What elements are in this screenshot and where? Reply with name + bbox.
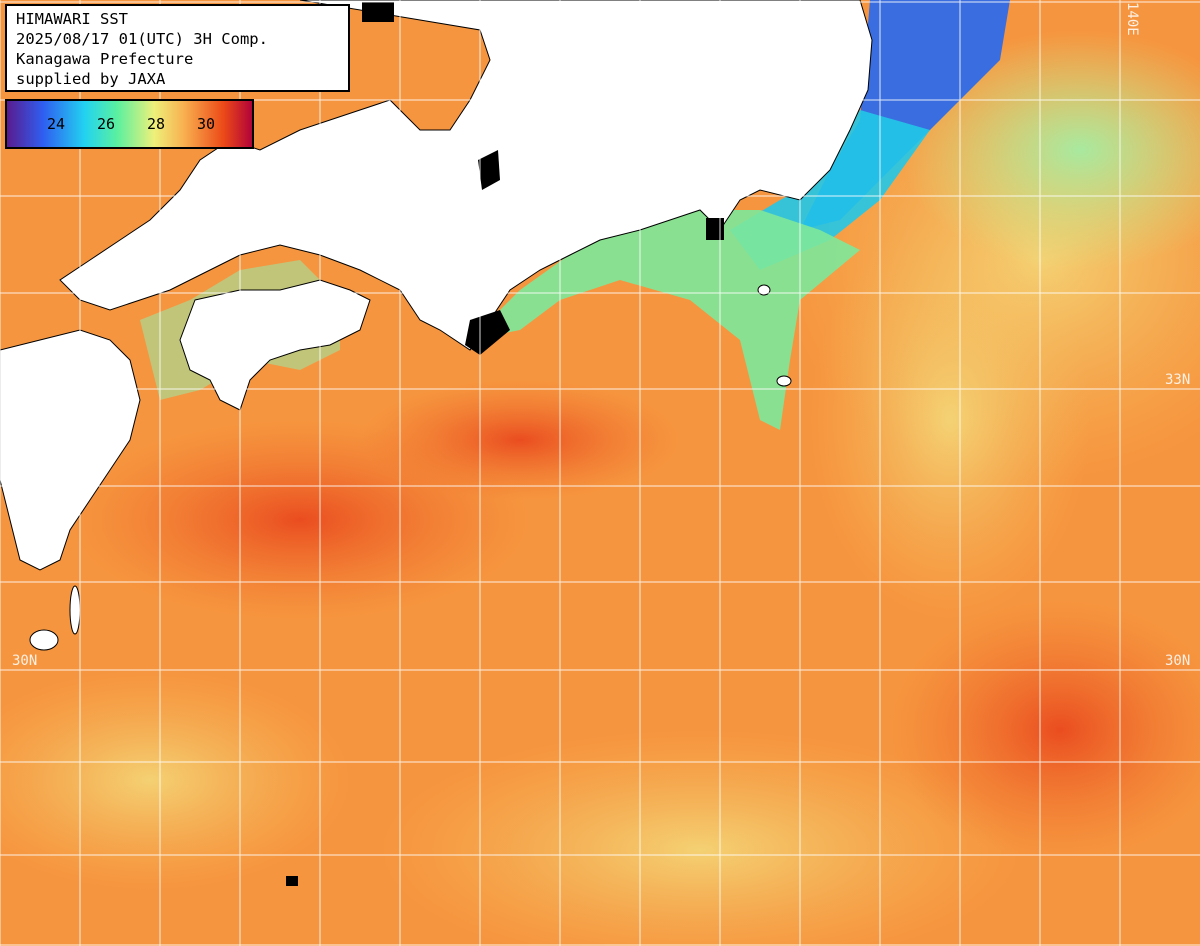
temperature-legend: 24 26 28 30 — [5, 99, 254, 149]
no-data-patch-4 — [706, 218, 724, 240]
yellow-zone-sw — [0, 670, 350, 890]
legend-tick-24: 24 — [47, 115, 66, 133]
lat-label-33n-west: 33N — [10, 375, 36, 391]
no-data-patch-1 — [465, 310, 510, 355]
no-data-patch-5 — [286, 876, 298, 886]
legend-tick-28: 28 — [147, 115, 166, 133]
legend-color-bar — [6, 100, 253, 148]
lat-label-30n-east: 30N — [1165, 653, 1191, 669]
hot-zone-mid — [360, 380, 680, 500]
land-shikoku — [179, 279, 371, 411]
map-timestamp: 2025/08/17 01(UTC) 3H Comp. — [16, 30, 268, 48]
lon-label-136e: 136E — [484, 2, 500, 36]
hot-zone-southeast — [890, 600, 1200, 860]
coastal-cool-water — [470, 210, 860, 430]
lat-label-33n-east: 33N — [1165, 372, 1191, 388]
yellow-zone-mid — [810, 220, 1090, 620]
yellow-zone-south — [380, 730, 1020, 946]
cool-zone-east2 — [900, 30, 1200, 270]
legend-tick-26: 26 — [97, 115, 116, 133]
land-honshu — [59, 0, 873, 351]
map-region: Kanagawa Prefecture — [16, 50, 194, 68]
lon-label-140e: 140E — [1124, 2, 1140, 36]
legend-tick-30: 30 — [197, 115, 216, 133]
no-data-patch-3 — [478, 150, 500, 190]
lat-label-30n-west: 30N — [12, 653, 38, 669]
island-izu — [776, 375, 792, 387]
land-kyushu — [0, 329, 141, 571]
no-data-patch-2 — [362, 2, 394, 22]
island-tanegashima — [69, 585, 81, 635]
map-title: HIMAWARI SST — [16, 10, 128, 28]
map-info-box: HIMAWARI SST 2025/08/17 01(UTC) 3H Comp.… — [5, 4, 350, 92]
map-credit: supplied by JAXA — [16, 70, 166, 88]
island-yakushima — [29, 629, 59, 651]
